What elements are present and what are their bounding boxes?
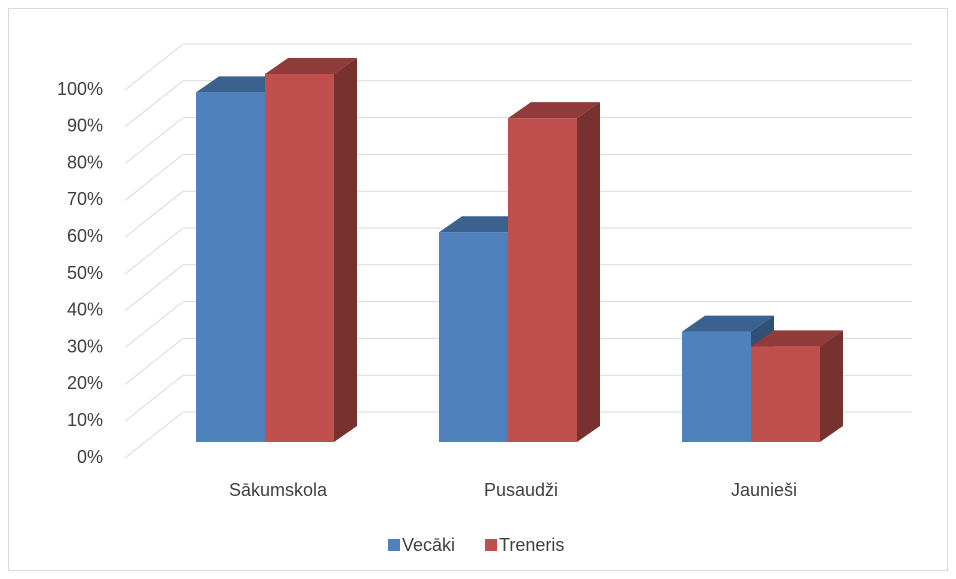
legend-label: Vecāki [402, 535, 455, 555]
grid-line [124, 411, 184, 459]
y-tick-label: 100% [57, 79, 103, 99]
y-tick-label: 20% [67, 373, 103, 393]
grid-line [124, 190, 184, 238]
bar [682, 331, 751, 442]
grid-line [124, 374, 184, 422]
x-tick-label: Sākumskola [229, 480, 328, 500]
x-tick-label: Jaunieši [731, 480, 797, 500]
grid-line [124, 80, 184, 128]
bar [265, 74, 334, 442]
legend-swatch [388, 539, 400, 551]
grid-line [124, 154, 184, 201]
y-tick-label: 70% [67, 189, 103, 209]
grid-line [124, 43, 184, 91]
y-tick-label: 10% [67, 410, 103, 430]
y-tick-label: 60% [67, 226, 103, 246]
bar-top [682, 315, 774, 332]
legend-label: Treneris [499, 535, 564, 555]
grid-line [124, 264, 184, 312]
x-tick-label: Pusaudži [484, 480, 558, 500]
y-tick-label: 50% [67, 263, 103, 283]
y-tick-label: 40% [67, 300, 103, 320]
bar-top [508, 102, 600, 119]
bar [508, 118, 577, 442]
bar [196, 92, 265, 443]
y-tick-label: 90% [67, 116, 103, 136]
bar-top [751, 330, 843, 347]
bar [439, 232, 508, 442]
legend-swatch [485, 539, 498, 551]
y-tick-label: 30% [67, 336, 103, 356]
bar-side [334, 58, 357, 442]
y-tick-label: 0% [77, 447, 103, 467]
bar-top [265, 58, 357, 74]
grid-line [124, 338, 184, 385]
grid-line [124, 117, 184, 164]
y-tick-label: 80% [67, 152, 103, 172]
bar-side [577, 102, 600, 442]
bar [751, 346, 820, 442]
grid-line [124, 227, 184, 275]
grid-line [124, 301, 184, 348]
bar-side [820, 330, 843, 442]
